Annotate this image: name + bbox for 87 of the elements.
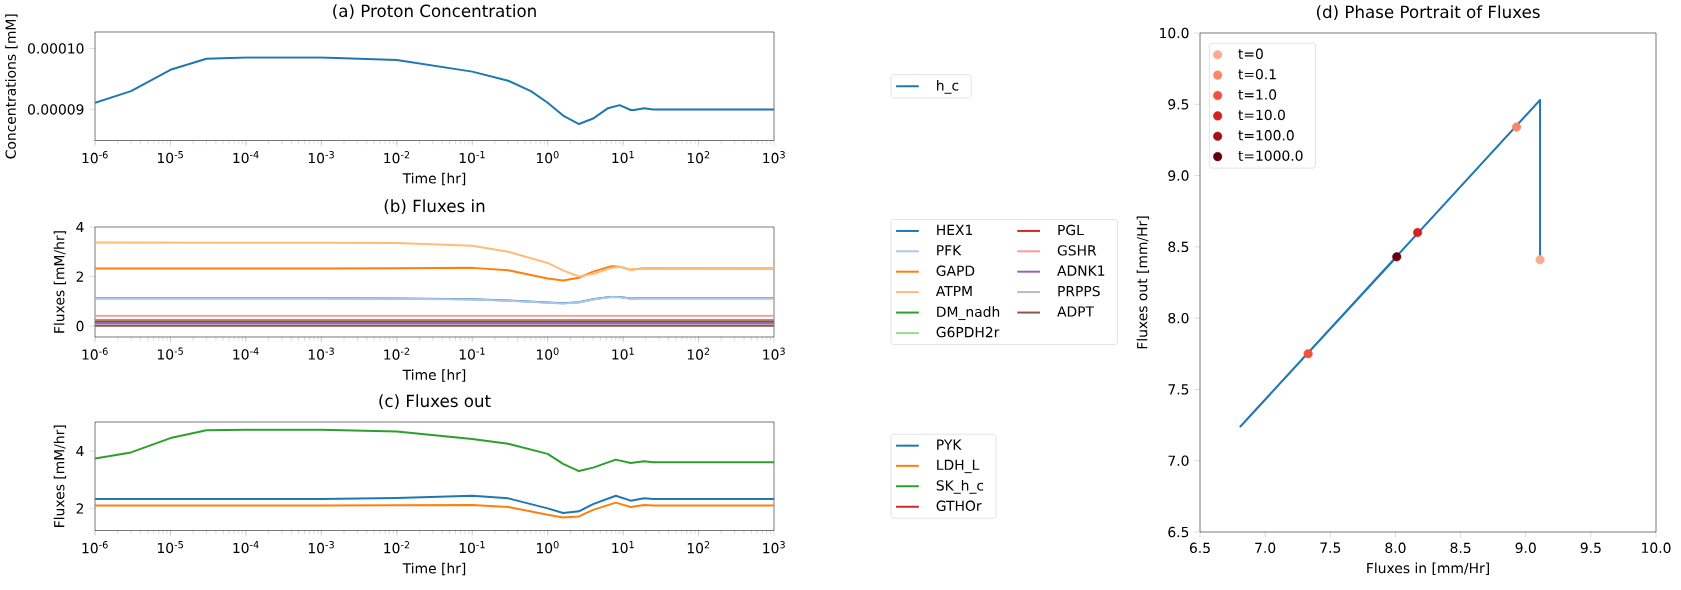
x-tick-label: 10.0	[1642, 542, 1671, 554]
y-tick-label: 7.0	[1168, 455, 1189, 466]
x-tick-label: 10$^{0}$	[536, 541, 559, 554]
y-axis-title: Fluxes [mM/hr]	[53, 231, 67, 333]
legend-label: t=100.0	[1238, 130, 1294, 141]
x-axis-title: Fluxes in [mm/Hr]	[1367, 562, 1489, 575]
x-tick-label: 8.0	[1385, 542, 1406, 554]
y-tick-label: 4	[76, 221, 84, 233]
x-tick-label: 10$^{1}$	[612, 347, 634, 360]
x-tick-label: 10$^{-4}$	[233, 347, 259, 360]
x-tick-label: 6.5	[1189, 542, 1210, 554]
x-tick-label: 9.5	[1580, 542, 1601, 554]
x-tick-label: 10$^{-5}$	[157, 347, 183, 360]
y-tick-label: 0	[76, 320, 84, 332]
chart-title: (a) Proton Concentration	[333, 4, 536, 20]
x-tick-label: 10$^{-2}$	[384, 151, 410, 164]
x-tick-label: 9.0	[1515, 542, 1536, 554]
x-tick-label: 7.0	[1255, 542, 1276, 554]
y-tick-label: 0.00009	[28, 104, 84, 115]
x-axis-title: Time [hr]	[402, 172, 466, 186]
x-tick-label: 10$^{-6}$	[82, 347, 108, 360]
x-tick-label: 8.5	[1450, 542, 1471, 554]
x-tick-label: 10$^{3}$	[763, 541, 785, 554]
y-tick-label: 2	[76, 503, 84, 514]
legend-label: ATPM	[935, 285, 972, 297]
y-axis-title: Fluxes [mM/hr]	[53, 425, 67, 527]
legend-label: t=0	[1238, 48, 1263, 60]
legend-label: LDH_L	[937, 459, 980, 474]
x-tick-label: 10$^{-3}$	[308, 151, 334, 164]
x-axis-title: Time [hr]	[402, 369, 466, 382]
legend-label: SK_h_c	[936, 479, 984, 494]
legend-label: PYK	[937, 439, 962, 450]
x-tick-label: 10$^{1}$	[612, 541, 634, 554]
x-tick-label: 10$^{-3}$	[308, 541, 334, 554]
x-tick-label: 10$^{-5}$	[157, 541, 183, 554]
x-tick-label: 10$^{0}$	[536, 151, 559, 164]
legend-label: DM_nadh	[937, 306, 1000, 321]
x-tick-label: 10$^{2}$	[687, 151, 710, 164]
x-tick-label: 10$^{-3}$	[308, 347, 334, 360]
chart-title: (b) Fluxes in	[384, 199, 485, 215]
x-axis-title: Time [hr]	[402, 562, 466, 576]
legend-label: t=10.0	[1238, 109, 1285, 121]
x-tick-label: 10$^{3}$	[763, 347, 785, 360]
legend-label: GAPD	[936, 265, 975, 276]
x-tick-label: 10$^{-2}$	[384, 541, 410, 554]
chart-title: (c) Fluxes out	[379, 394, 491, 410]
legend-label: HEX1	[937, 224, 973, 235]
y-tick-label: 4	[76, 445, 84, 457]
y-tick-label: 2	[76, 271, 84, 282]
x-tick-label: 10$^{-5}$	[157, 151, 183, 164]
legend-label: PRPPS	[1058, 285, 1100, 297]
x-tick-label: 10$^{0}$	[536, 347, 559, 360]
y-tick-label: 7.5	[1168, 384, 1189, 395]
y-tick-label: 10.0	[1160, 27, 1189, 39]
y-tick-label: 8.0	[1168, 312, 1189, 324]
legend-label: t=1000.0	[1238, 150, 1303, 161]
legend-label: t=1.0	[1238, 89, 1277, 100]
chart-title: (d) Phase Portrait of Fluxes	[1316, 5, 1540, 21]
legend-label: h_c	[937, 79, 959, 94]
y-tick-label: 8.5	[1168, 241, 1189, 253]
legend-label: GSHR	[1057, 245, 1097, 256]
x-tick-label: 10$^{-4}$	[233, 151, 259, 164]
y-tick-label: 0.00010	[28, 43, 84, 54]
x-tick-label: 10$^{-2}$	[384, 347, 410, 360]
legend-label: GTHOr	[936, 500, 982, 512]
y-tick-label: 6.5	[1168, 526, 1189, 538]
x-tick-label: 10$^{-4}$	[233, 541, 259, 554]
legend-label: PFK	[937, 245, 962, 256]
legend-label: PGL	[1058, 224, 1084, 236]
y-tick-label: 9.5	[1168, 99, 1189, 110]
x-tick-label: 10$^{-1}$	[459, 151, 485, 164]
x-tick-label: 10$^{-6}$	[82, 541, 108, 554]
y-axis-title: Fluxes out [mm/Hr]	[1136, 216, 1150, 349]
x-tick-label: 10$^{-1}$	[459, 541, 485, 554]
legend-label: ADNK1	[1057, 265, 1105, 276]
x-tick-label: 10$^{3}$	[763, 151, 785, 164]
legend-label: t=0.1	[1238, 68, 1276, 80]
x-tick-label: 10$^{-1}$	[459, 347, 485, 360]
x-tick-label: 10$^{2}$	[687, 541, 710, 554]
x-tick-label: 10$^{1}$	[612, 151, 634, 164]
legend-label: G6PDH2r	[936, 326, 1000, 338]
y-tick-label: 9.0	[1168, 170, 1189, 181]
y-axis-title: Concentrations [mM]	[5, 14, 18, 159]
legend-label: ADPT	[1057, 306, 1095, 317]
x-tick-label: 10$^{-6}$	[82, 151, 108, 164]
x-tick-label: 7.5	[1320, 542, 1341, 553]
x-tick-label: 10$^{2}$	[687, 347, 710, 360]
